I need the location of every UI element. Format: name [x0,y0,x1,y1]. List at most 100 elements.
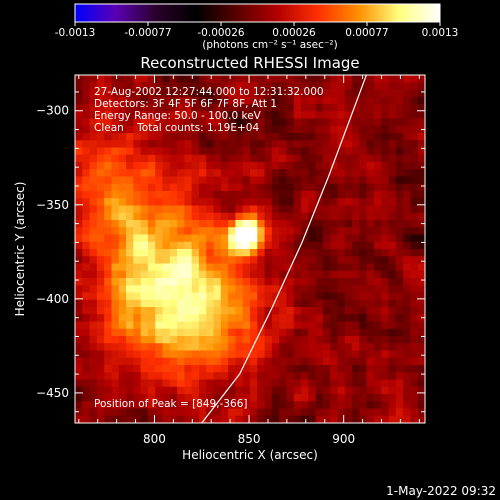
heatmap-cell [133,118,142,127]
heatmap-cell [271,343,280,352]
heatmap-cell [271,234,280,243]
heatmap-cell [344,111,353,120]
heatmap-cell [293,96,302,105]
heatmap-cell [257,140,266,149]
heatmap-cell [235,365,244,373]
heatmap-cell [184,372,193,381]
heatmap-cell [395,191,404,199]
heatmap-cell [133,314,142,323]
heatmap-cell [242,249,251,257]
heatmap-cell [155,249,164,257]
heatmap-cell [133,89,142,98]
heatmap-cell [403,365,412,373]
heatmap-cell [147,278,156,286]
heatmap-cell [191,408,200,417]
heatmap-cell [206,118,215,127]
heatmap-cell [395,169,404,178]
heatmap-cell [388,357,397,366]
heatmap-cell [279,336,288,344]
heatmap-cell [155,205,164,214]
heatmap-cell [359,176,368,185]
heatmap-cell [198,278,207,286]
heatmap-cell [89,357,98,366]
heatmap-cell [155,307,164,315]
heatmap-cell [366,104,375,112]
heatmap-cell [315,89,324,98]
heatmap-cell [330,183,339,192]
heatmap-cell [147,169,156,178]
heatmap-cell [279,82,288,91]
heatmap-cell [359,299,368,308]
heatmap-cell [82,307,91,315]
heatmap-cell [147,241,156,250]
heatmap-cell [147,118,156,127]
heatmap-cell [206,104,215,112]
heatmap-cell [162,408,171,417]
heatmap-cell [126,307,134,315]
heatmap-cell [403,220,412,228]
heatmap-cell [337,256,346,265]
heatmap-cell [126,415,134,423]
heatmap-cell [213,104,222,112]
heatmap-cell [388,263,397,272]
heatmap-cell [147,336,156,344]
heatmap-cell [177,118,185,127]
heatmap-cell [352,82,360,91]
heatmap-cell [96,104,105,112]
heatmap-cell [198,408,207,417]
heatmap-cell [308,343,317,352]
heatmap-cell [308,140,317,149]
heatmap-cell [213,89,222,98]
heatmap-cell [344,379,353,388]
heatmap-cell [75,372,83,381]
heatmap-cell [133,386,142,395]
heatmap-cell [220,292,229,301]
heatmap-cell [417,321,425,330]
heatmap-cell [388,372,397,381]
heatmap-cell [337,191,346,199]
heatmap-cell [337,82,346,91]
heatmap-cell [169,147,178,156]
heatmap-cell [147,140,156,149]
heatmap-cell [133,198,142,207]
heatmap-cell [89,212,98,221]
heatmap-cell [322,336,331,344]
heatmap-cell [257,198,266,207]
heatmap-cell [257,89,266,98]
heatmap-cell [366,292,375,301]
heatmap-cell [403,299,412,308]
heatmap-cell [118,205,127,214]
heatmap-cell [89,147,98,156]
heatmap-cell [111,415,120,423]
heatmap-cell [184,357,193,366]
heatmap-cell [279,169,288,178]
heatmap-cell [191,336,200,344]
heatmap-cell [82,133,91,141]
heatmap-cell [82,220,91,228]
heatmap-cell [271,299,280,308]
heatmap-cell [417,198,425,207]
heatmap-cell [147,365,156,373]
heatmap-cell [89,336,98,344]
heatmap-cell [213,256,222,265]
heatmap-cell [118,249,127,257]
heatmap-cell [220,394,229,402]
heatmap-cell [271,176,280,185]
heatmap-cell [206,169,215,178]
heatmap-cell [242,408,251,417]
heatmap-cell [177,357,185,366]
heatmap-cell [293,140,302,149]
heatmap-cell [337,220,346,228]
heatmap-cell [366,140,375,149]
heatmap-cell [206,321,215,330]
heatmap-cell [330,278,339,286]
heatmap-cell [89,118,98,127]
heatmap-cell [395,82,404,91]
heatmap-cell [111,350,120,359]
heatmap-cell [147,321,156,330]
heatmap-cell [177,249,185,257]
heatmap-cell [330,82,339,91]
heatmap-cell [344,415,353,423]
heatmap-cell [198,89,207,98]
heatmap-cell [147,394,156,402]
